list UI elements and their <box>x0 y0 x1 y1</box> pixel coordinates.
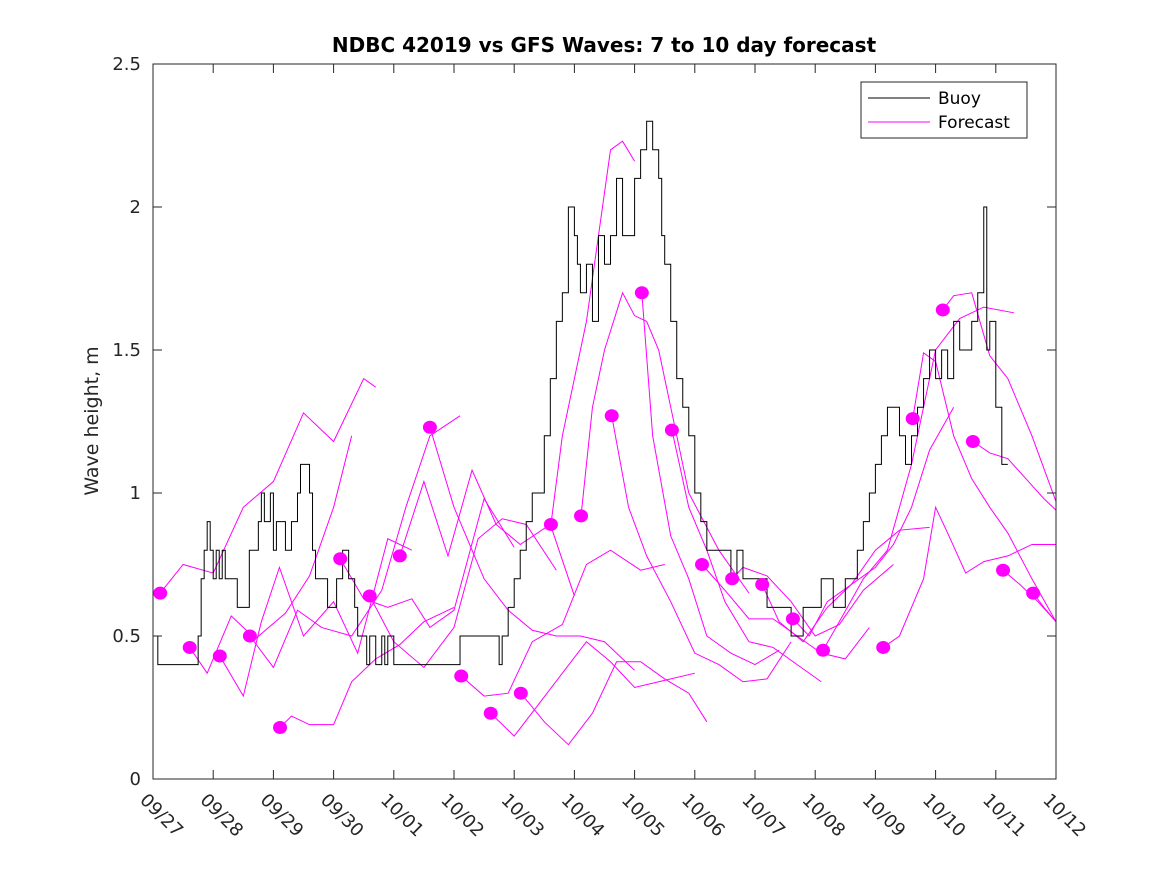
forecast-line <box>942 292 1057 502</box>
forecast-start-marker <box>876 640 891 654</box>
forecast-line <box>520 661 708 746</box>
y-tick-label: 1 <box>130 483 141 504</box>
x-tick-label: 10/06 <box>677 790 729 842</box>
x-tick-label: 10/09 <box>858 790 910 842</box>
x-tick-label: 10/03 <box>497 790 549 842</box>
forecast-start-marker <box>483 706 498 720</box>
forecast-line <box>671 429 822 683</box>
forecast-start-marker <box>422 420 437 434</box>
forecast-start-marker <box>755 578 770 592</box>
x-tick-label: 09/30 <box>316 790 368 842</box>
forecast-start-marker <box>153 586 168 600</box>
forecast-start-marker <box>513 686 528 700</box>
chart-title: NDBC 42019 vs GFS Waves: 7 to 10 day for… <box>332 33 877 57</box>
forecast-start-marker <box>604 409 619 423</box>
y-tick-label: 0 <box>130 769 141 790</box>
forecast-start-marker <box>182 640 197 654</box>
x-tick-label: 09/27 <box>135 790 187 842</box>
forecast-start-marker <box>392 549 407 563</box>
forecast-line <box>701 564 870 660</box>
forecast-start-marker <box>905 412 920 426</box>
x-tick-label: 10/01 <box>376 790 428 842</box>
forecast-start-marker <box>725 572 740 586</box>
axes-box <box>152 63 1057 780</box>
forecast-start-marker <box>785 612 800 626</box>
forecast-line <box>792 406 955 637</box>
forecast-line <box>189 435 353 675</box>
forecast-line <box>822 306 1014 651</box>
forecast-start-marker <box>362 589 377 603</box>
x-tick-label: 09/29 <box>256 790 308 842</box>
forecast-start-marker <box>273 721 288 735</box>
forecast-line <box>399 468 575 597</box>
forecast-start-marker <box>333 552 348 566</box>
forecast-start-marker <box>454 669 469 683</box>
forecast-line <box>580 291 750 594</box>
forecast-line <box>490 641 695 737</box>
y-tick-label: 2.5 <box>112 54 141 75</box>
forecast-start-marker <box>1026 586 1041 600</box>
forecast-line <box>611 415 792 683</box>
forecast-start-marker <box>935 303 950 317</box>
forecast-start-marker <box>816 643 831 657</box>
plot-area <box>153 120 1057 746</box>
y-tick-label: 2 <box>130 197 141 218</box>
forecast-line <box>279 606 455 728</box>
forecast-line <box>429 427 635 671</box>
legend-box <box>860 81 1028 139</box>
forecast-line <box>460 549 665 697</box>
forecast-line <box>912 351 1057 622</box>
forecast-start-marker <box>634 286 649 300</box>
forecast-line <box>219 538 413 698</box>
forecast-line <box>882 505 1056 648</box>
legend-forecast-label: Forecast <box>938 113 1010 133</box>
x-tick-label: 10/08 <box>798 790 850 842</box>
x-tick-label: 10/07 <box>737 790 789 842</box>
forecast-start-marker <box>965 435 980 449</box>
legend: Buoy Forecast <box>860 81 1028 139</box>
forecast-start-marker <box>664 423 679 437</box>
x-tick-label: 10/12 <box>1038 790 1090 842</box>
forecast-line <box>761 526 930 643</box>
y-tick-label: 1.5 <box>112 340 141 361</box>
forecast-start-marker <box>996 563 1011 577</box>
forecast-line <box>641 292 780 666</box>
y-axis: 0 0.5 1 1.5 2 2.5 <box>112 54 1056 790</box>
x-tick-label: 10/02 <box>436 790 488 842</box>
forecast-start-marker <box>574 509 589 523</box>
forecast-line <box>369 518 557 669</box>
forecast-line <box>159 377 377 594</box>
forecast-line <box>339 497 515 629</box>
buoy-line <box>156 120 1008 666</box>
y-axis-label: Wave height, m <box>81 346 103 495</box>
forecast-start-marker <box>695 558 710 571</box>
forecast-line <box>972 441 1057 511</box>
forecast-start-marker <box>242 629 257 643</box>
x-tick-label: 10/05 <box>617 790 669 842</box>
forecast-line <box>731 564 894 637</box>
x-tick-label: 10/11 <box>978 790 1030 842</box>
forecast-start-marker <box>543 517 558 531</box>
legend-buoy-label: Buoy <box>938 89 981 109</box>
x-tick-label: 10/04 <box>557 790 609 842</box>
y-tick-label: 0.5 <box>112 626 141 647</box>
forecast-line <box>249 415 461 669</box>
forecast-start-marker <box>212 649 227 663</box>
forecast-line <box>550 140 636 525</box>
x-tick-label: 10/10 <box>918 790 970 842</box>
x-tick-label: 09/28 <box>196 790 248 842</box>
